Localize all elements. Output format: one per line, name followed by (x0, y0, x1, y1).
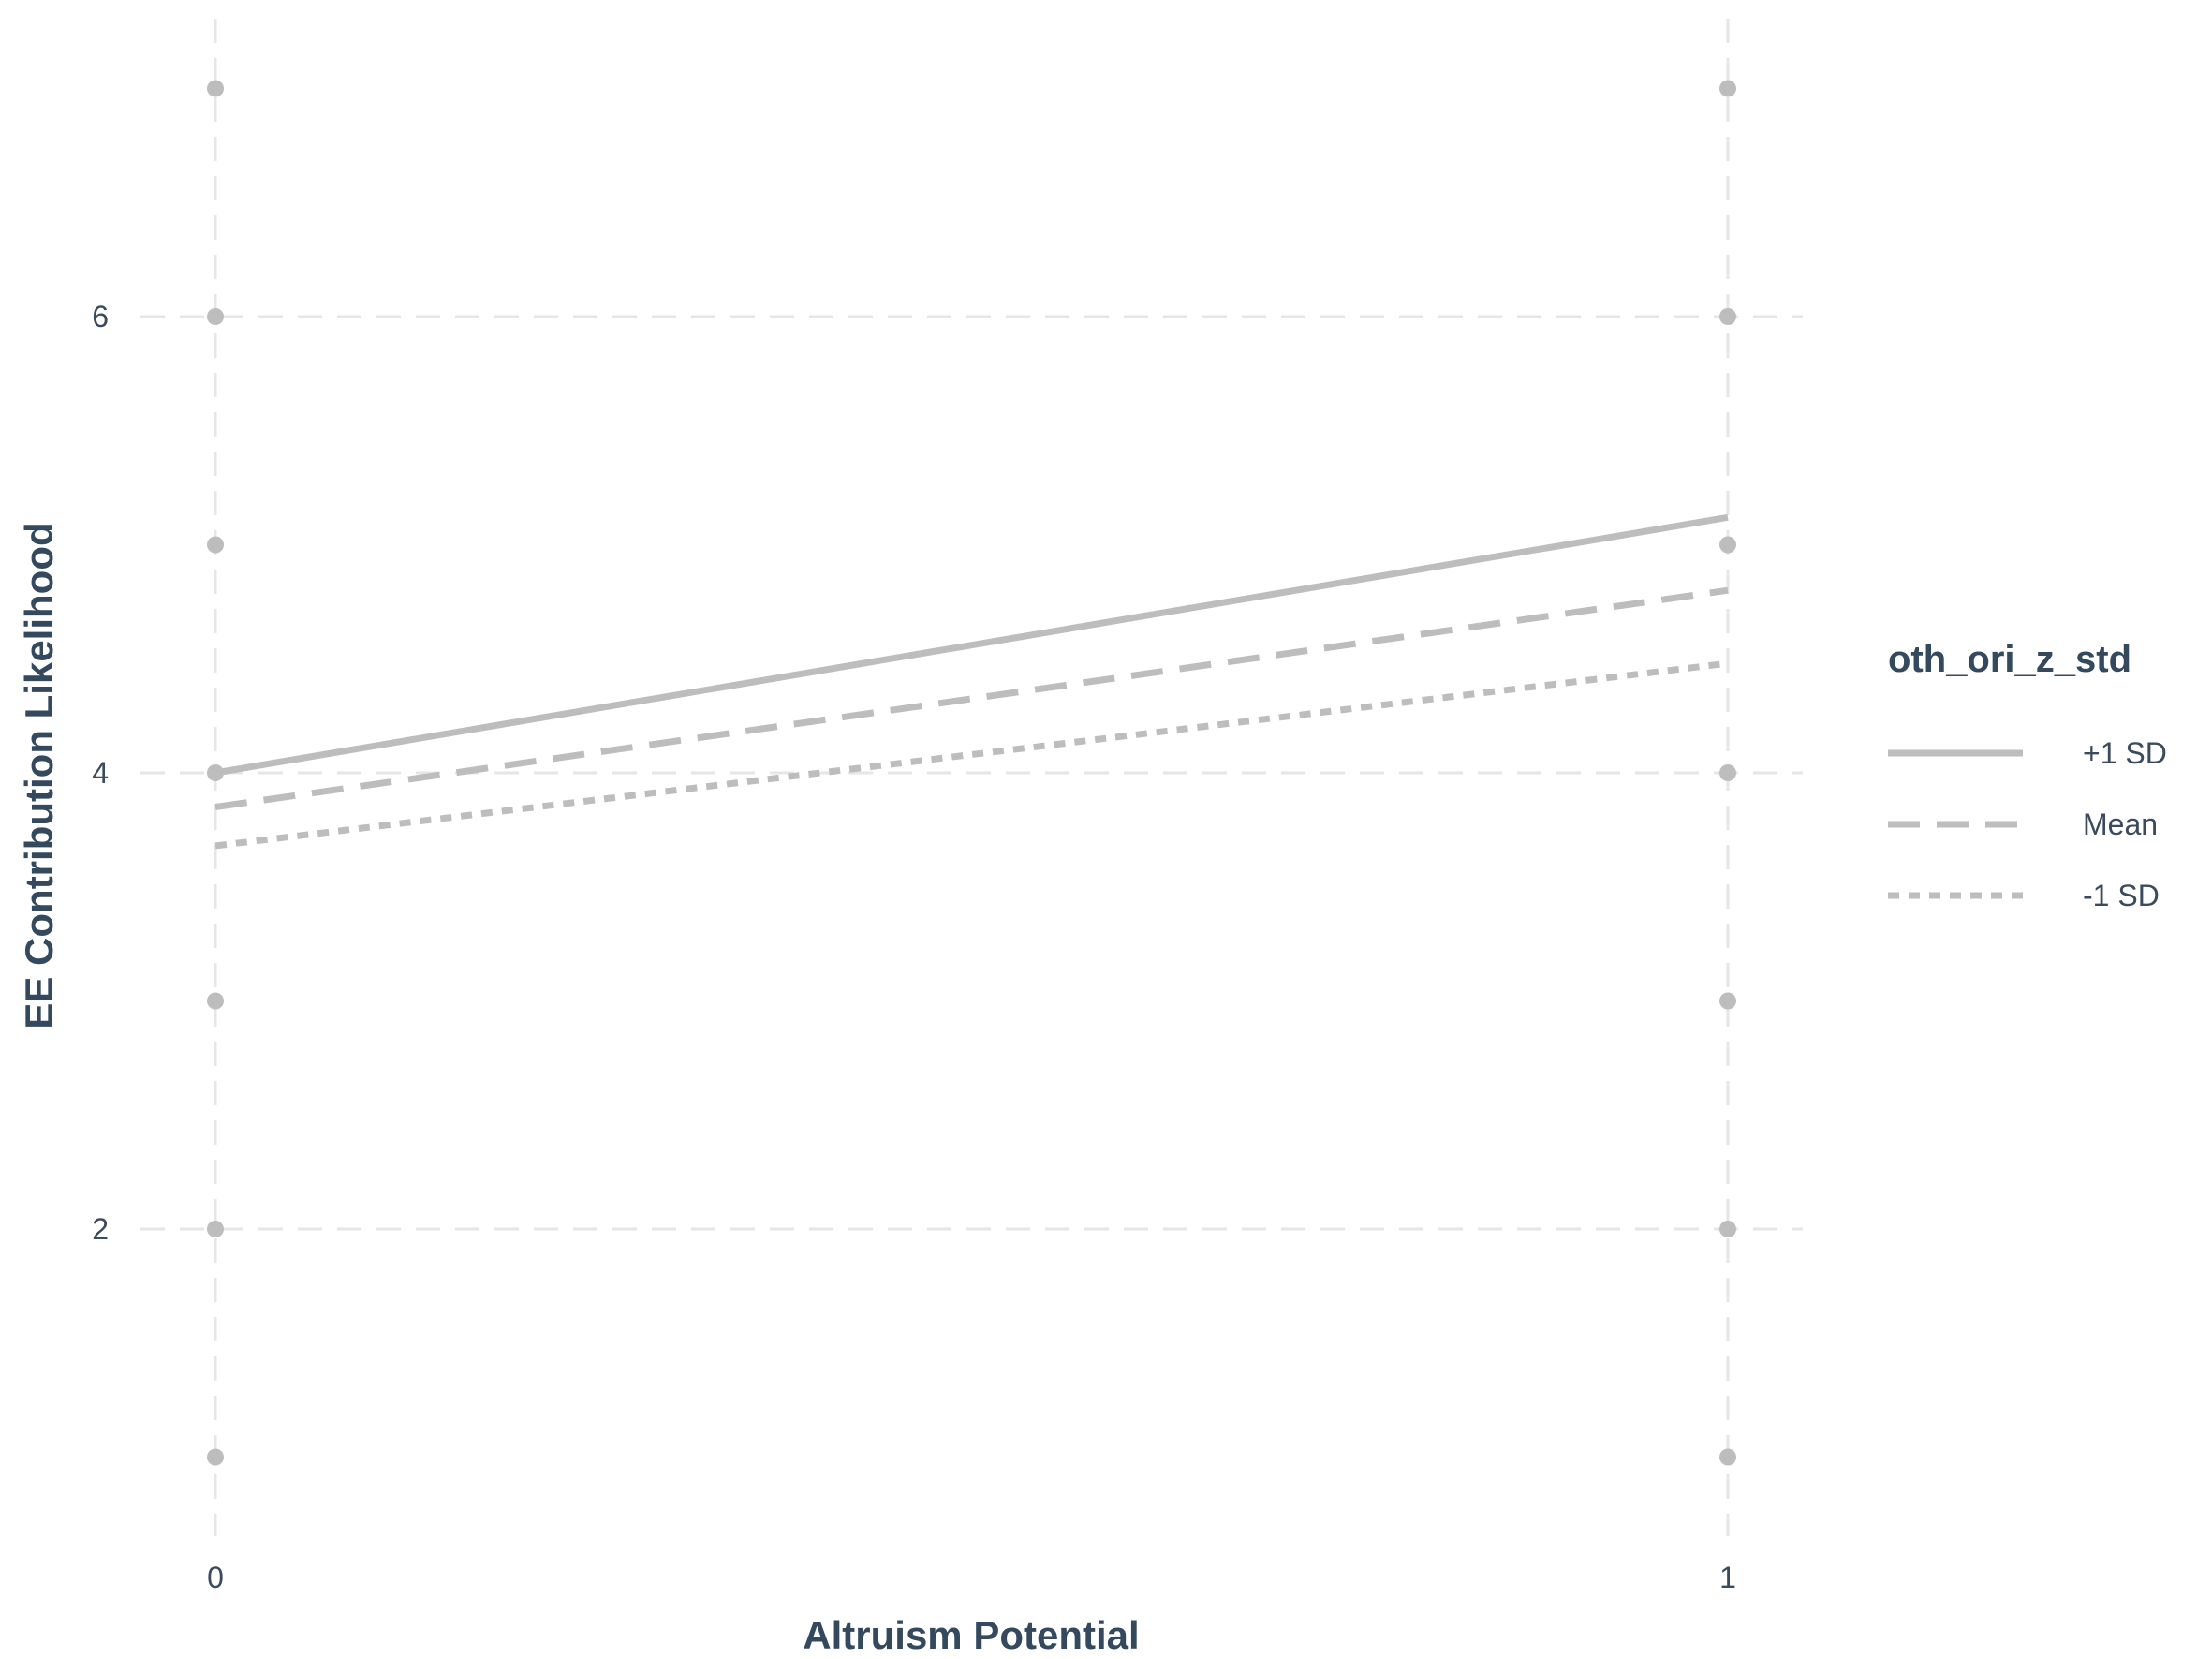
y-tick-label: 4 (92, 756, 109, 790)
series-lines (214, 513, 1729, 850)
legend-label: +1 SD (2083, 736, 2167, 770)
data-point (1719, 1448, 1736, 1466)
data-point (1719, 1221, 1736, 1237)
data-point (207, 80, 224, 97)
legend-item: Mean (1888, 807, 2158, 841)
x-axis-title: Altruism Potential (803, 1613, 1139, 1657)
legend-label: Mean (2083, 807, 2158, 841)
x-tick-label: 1 (1719, 1561, 1736, 1594)
data-point (1719, 992, 1736, 1010)
y-tick-label: 2 (92, 1212, 109, 1246)
legend-title: oth_ori_z_std (1888, 639, 2131, 680)
grid (140, 19, 1803, 1536)
data-point (1719, 80, 1736, 97)
series-line-mean (214, 586, 1729, 810)
legend-item: +1 SD (1888, 736, 2167, 770)
data-point (207, 1448, 224, 1466)
data-points (207, 80, 1736, 1466)
data-point (207, 308, 224, 325)
legend-label: -1 SD (2083, 879, 2160, 912)
legend-items: +1 SD Mean -1 SD (1888, 736, 2167, 912)
series-line--1-sd (214, 513, 1729, 777)
legend: oth_ori_z_std +1 SD Mean -1 SD (1888, 639, 2167, 912)
x-tick-label: 0 (207, 1561, 224, 1594)
y-axis-title: EE Contribution Likelihood (17, 522, 61, 1029)
data-point (1719, 764, 1736, 781)
data-point (1719, 308, 1736, 325)
legend-item: -1 SD (1888, 879, 2160, 912)
series-line--1-sd (214, 659, 1729, 850)
tick-labels: 2 4 6 0 1 (92, 300, 1736, 1594)
data-point (207, 536, 224, 554)
data-point (207, 992, 224, 1010)
data-point (207, 1221, 224, 1237)
data-point (1719, 536, 1736, 554)
y-tick-label: 6 (92, 300, 109, 333)
